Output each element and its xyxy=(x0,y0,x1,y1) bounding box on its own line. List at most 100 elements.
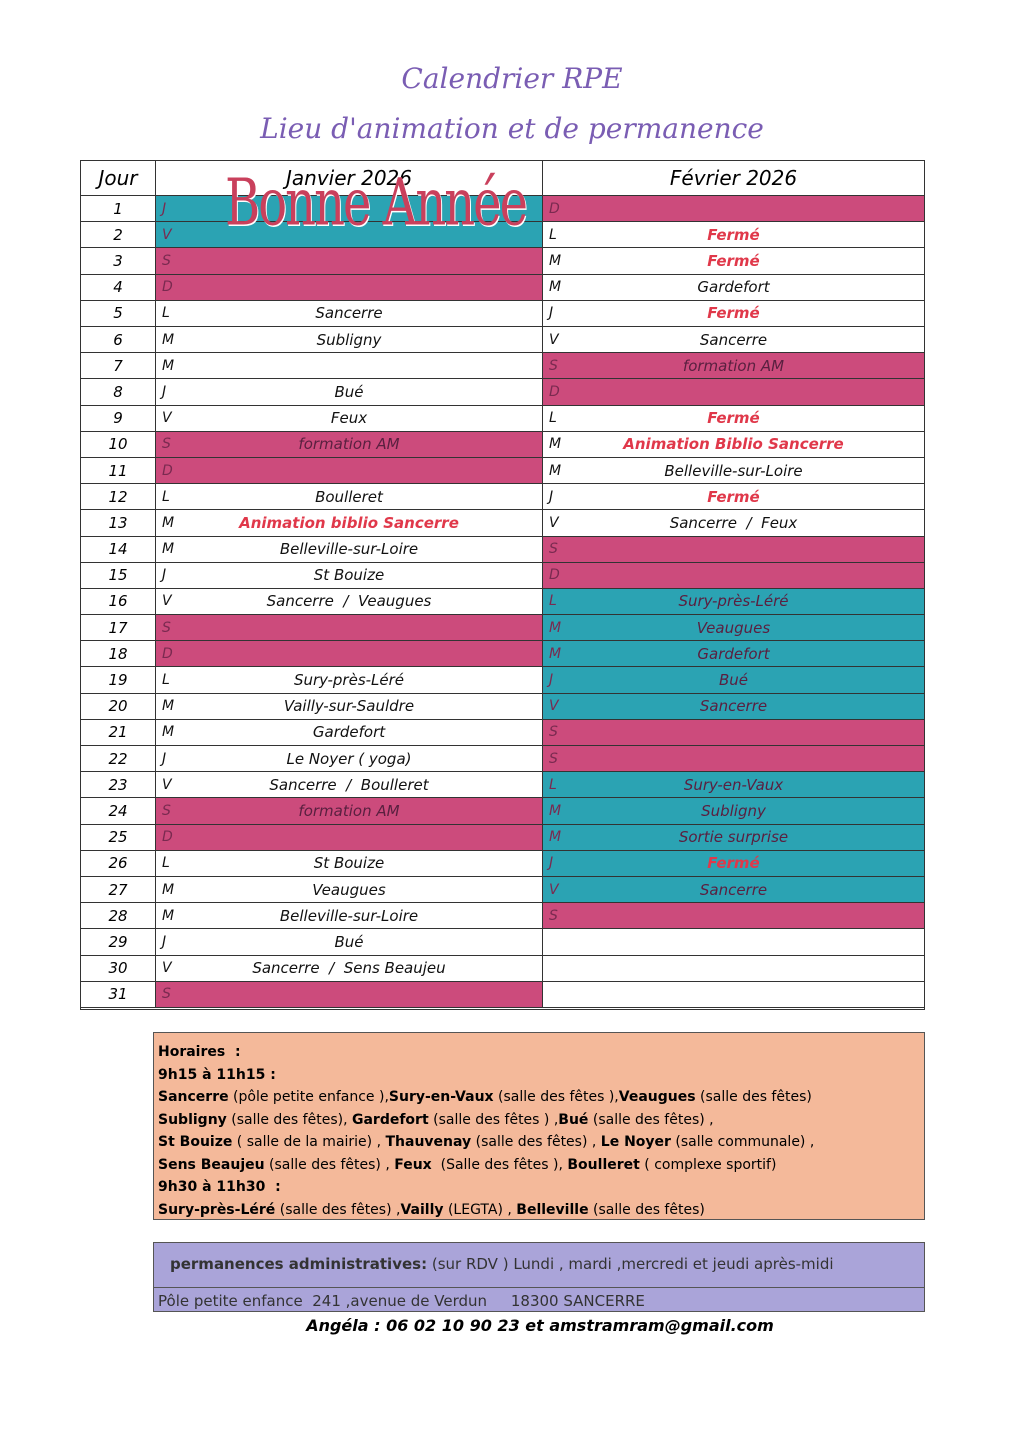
schedule-text: St Bouize xyxy=(158,1134,233,1150)
schedule-text: Horaires : xyxy=(158,1044,241,1060)
day-cell: L Sury-près-Léré xyxy=(156,667,543,694)
day-number: 19 xyxy=(81,667,156,694)
day-cell: M Belleville-sur-Loire xyxy=(156,903,543,930)
day-cell: V Sancerre / Veaugues xyxy=(156,588,543,616)
day-number: 15 xyxy=(81,562,156,589)
activity: Subligny xyxy=(316,330,382,349)
day-number: 5 xyxy=(81,300,156,327)
schedule-text: (salle des fêtes) , xyxy=(588,1111,714,1128)
day-cell: D xyxy=(543,379,924,406)
day-number: 3 xyxy=(81,248,156,275)
activity: Boulleret xyxy=(315,487,383,506)
day-cell: V Sancerre xyxy=(543,693,924,720)
column-header: Jour xyxy=(81,161,156,196)
day-number: 17 xyxy=(81,615,156,642)
weekday: L xyxy=(162,488,170,505)
weekday: M xyxy=(549,619,562,636)
weekday: M xyxy=(162,331,175,348)
day-number: 26 xyxy=(81,850,156,878)
day-cell: M Sortie surprise xyxy=(543,824,924,851)
banner: Bonne Année xyxy=(225,165,528,241)
activity: Fermé xyxy=(707,304,760,323)
weekday: J xyxy=(162,750,167,767)
activity: Animation Biblio Sancerre xyxy=(623,435,844,454)
day-number: 30 xyxy=(81,955,156,982)
schedule-line: Horaires : xyxy=(158,1041,920,1064)
weekday: D xyxy=(162,279,173,296)
activity: Sury-près-Léré xyxy=(293,671,405,690)
day-cell: J Bué xyxy=(543,667,924,694)
activity: Fermé xyxy=(707,487,760,506)
schedule-text: Subligny xyxy=(158,1111,227,1128)
schedule-text: Veaugues xyxy=(618,1089,696,1105)
schedule-text: Sury-près-Léré xyxy=(158,1201,276,1218)
activity: formation AM xyxy=(298,435,400,454)
weekday: M xyxy=(549,436,562,453)
activity: Sancerre / Feux xyxy=(669,513,798,532)
weekday: J xyxy=(549,855,554,872)
activity: St Bouize xyxy=(313,566,385,585)
weekday: L xyxy=(549,776,557,793)
weekday: L xyxy=(162,855,170,872)
weekday: M xyxy=(549,252,562,269)
weekday: V xyxy=(162,593,172,610)
day-cell: D xyxy=(543,562,924,589)
schedule-text: Gardefort xyxy=(351,1111,429,1128)
weekday: J xyxy=(549,305,554,322)
weekday: M xyxy=(549,829,562,846)
day-cell: J Fermé xyxy=(543,484,924,511)
day-number: 7 xyxy=(81,353,156,380)
weekday: M xyxy=(162,698,175,715)
activity: Bué xyxy=(334,933,364,951)
activity: Fermé xyxy=(707,409,760,428)
weekday: S xyxy=(162,619,171,636)
day-cell: M Gardefort xyxy=(543,274,924,301)
day-cell: J xyxy=(156,196,543,223)
schedule-text: (salle des fêtes) xyxy=(695,1089,812,1105)
day-cell: L Sury-en-Vaux xyxy=(543,772,924,799)
schedule-text: Bué xyxy=(558,1111,589,1128)
day-cell: J St Bouize xyxy=(156,562,543,589)
schedule-text: (salle communale) , xyxy=(670,1134,815,1150)
day-cell: S xyxy=(156,615,543,642)
day-cell: V Feux xyxy=(156,405,543,432)
day-cell: L Boulleret xyxy=(156,484,543,511)
activity: Sancerre xyxy=(699,330,768,349)
day-cell: M Subligny xyxy=(543,798,924,825)
column-header: Février 2026 xyxy=(543,161,924,196)
day-cell: J Bué xyxy=(156,379,543,406)
day-cell: M Veaugues xyxy=(156,877,543,904)
activity: Bué xyxy=(718,671,749,690)
day-cell xyxy=(543,955,924,982)
schedule-text: Sens Beaujeu xyxy=(158,1156,265,1173)
subtitle: Lieu d'animation et de permanence xyxy=(260,112,764,145)
activity: Fermé xyxy=(707,251,760,270)
day-cell: V Sancerre / Sens Beaujeu xyxy=(156,955,543,982)
activity: St Bouize xyxy=(313,854,385,873)
day-number: 20 xyxy=(81,693,156,720)
weekday: M xyxy=(549,645,562,662)
weekday: S xyxy=(549,907,558,924)
schedule-text: Belleville xyxy=(516,1201,589,1218)
title: Calendrier RPE xyxy=(401,62,623,95)
schedule-text: 9h30 à 11h30 : xyxy=(158,1179,281,1195)
schedule-text: (Salle des fêtes ), xyxy=(431,1156,568,1173)
schedule-text: Sancerre xyxy=(158,1089,229,1105)
day-number: 31 xyxy=(81,981,156,1008)
weekday: V xyxy=(162,960,172,977)
weekday: S xyxy=(162,803,171,820)
schedule-text: Boulleret xyxy=(567,1156,640,1173)
day-number: 8 xyxy=(81,379,156,406)
admin-hours: (sur RDV ) Lundi , mardi ,mercredi et je… xyxy=(431,1255,834,1273)
day-cell: J Fermé xyxy=(543,300,924,327)
weekday: J xyxy=(162,567,167,584)
day-cell: V xyxy=(156,222,543,249)
schedule-text: 9h15 à 11h15 : xyxy=(158,1066,276,1083)
day-cell: M xyxy=(156,353,543,380)
activity: Sancerre xyxy=(699,697,768,716)
divider xyxy=(154,1287,924,1288)
activity: Belleville-sur-Loire xyxy=(279,540,419,559)
weekday: J xyxy=(549,488,554,505)
activity: Veaugues xyxy=(312,880,386,899)
